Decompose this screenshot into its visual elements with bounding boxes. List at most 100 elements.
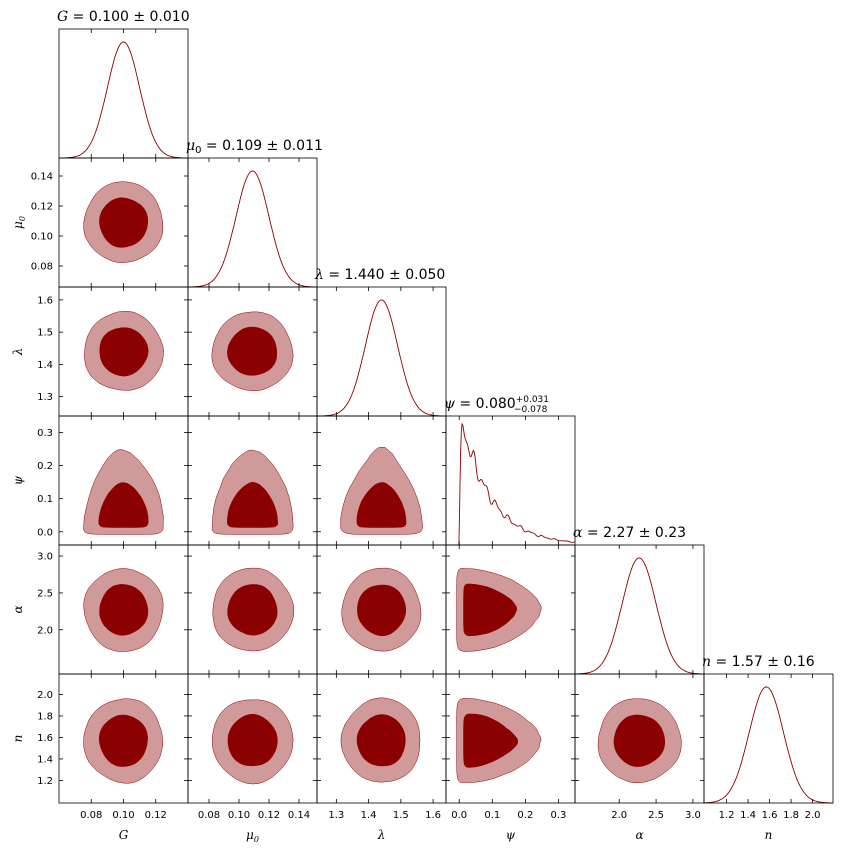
y-tick-label-psi: 0.0 — [37, 527, 53, 538]
y-tick-label-n: 2.0 — [37, 690, 53, 701]
panel-n-vs-n — [703, 673, 834, 804]
title-value: = 0.109 ± 0.011 — [201, 138, 322, 154]
x-tick-label-mu0: 0.12 — [258, 810, 280, 821]
x-tick-label-lambda: 1.4 — [361, 810, 377, 821]
panel-n-vs-alpha — [574, 673, 705, 804]
x-tick-label-n: 1.8 — [783, 810, 799, 821]
panel-n-vs-psi — [445, 673, 576, 804]
contour-68-mu0-G — [99, 197, 149, 248]
contour-68-n-mu0 — [227, 713, 278, 767]
y-tick-label-n: 1.4 — [37, 754, 53, 765]
y-tick-label-n: 1.2 — [37, 776, 53, 787]
contour-68-psi-G — [98, 482, 149, 528]
y-tick-label-mu0: 0.12 — [31, 202, 53, 213]
y-tick-label-lambda: 1.4 — [37, 360, 53, 371]
y-tick-label-n: 1.6 — [37, 733, 53, 744]
title-symbol: G — [57, 9, 68, 25]
x-tick-label-lambda: 1.5 — [393, 810, 409, 821]
x-tick-label-lambda: 1.6 — [425, 810, 441, 821]
y-tick-label-lambda: 1.6 — [37, 295, 53, 306]
panel-n-vs-lambda — [316, 673, 447, 804]
x-tick-label-mu0: 0.14 — [288, 810, 310, 821]
title-symbol: n — [702, 654, 711, 670]
x-tick-label-G: 0.12 — [145, 810, 167, 821]
y-tick-label-lambda: 1.3 — [37, 392, 53, 403]
x-axis-label-alpha: α — [635, 828, 643, 842]
contour-68-n-psi — [463, 713, 519, 768]
y-tick-label-psi: 0.2 — [37, 461, 53, 472]
title-subscript: −0.078 — [514, 405, 548, 415]
title-symbol: λ — [314, 267, 324, 283]
panel-alpha-vs-lambda — [316, 544, 447, 675]
title-symbol: α — [573, 525, 583, 541]
y-tick-label-n: 1.8 — [37, 711, 53, 722]
x-tick-label-mu0: 0.10 — [228, 810, 250, 821]
y-tick-label-alpha: 3.0 — [37, 552, 53, 563]
title-psi: ψ = 0.080+0.031 −0.078 — [444, 395, 549, 415]
x-tick-label-G: 0.08 — [80, 810, 102, 821]
title-sub: 0 — [195, 145, 201, 156]
marginal-G-curve — [59, 41, 188, 159]
contour-68-lambda-G — [99, 327, 149, 377]
x-tick-label-alpha: 3.0 — [685, 810, 701, 821]
title-symbol: ψ — [444, 396, 456, 412]
panel-lambda-vs-mu0 — [187, 286, 318, 417]
panel-frame — [58, 28, 189, 159]
x-axis-label-n: n — [765, 828, 773, 842]
marginal-mu0-curve — [188, 170, 317, 288]
title-value: = 2.27 ± 0.23 — [582, 525, 686, 541]
y-tick-label-mu0: 0.08 — [31, 262, 53, 273]
x-tick-label-psi: 0.2 — [517, 810, 533, 821]
panel-psi-vs-lambda — [316, 415, 447, 546]
panel-alpha-vs-mu0 — [187, 544, 318, 675]
panel-frame — [187, 157, 318, 288]
x-tick-label-G: 0.10 — [112, 810, 134, 821]
y-tick-label-alpha: 2.0 — [37, 625, 53, 636]
x-tick-label-mu0: 0.08 — [198, 810, 220, 821]
contour-68-psi-mu0 — [226, 481, 279, 528]
marginal-alpha-curve — [575, 557, 704, 675]
title-mu0: μ0 = 0.109 ± 0.011 — [186, 138, 323, 156]
title-sup: +0.031 — [516, 395, 549, 405]
y-axis-label-lambda: λ — [11, 348, 25, 357]
x-axis-label-mu0: μ0 — [246, 828, 259, 844]
panel-mu0-vs-mu0 — [187, 157, 318, 288]
x-tick-label-psi: 0.0 — [451, 810, 467, 821]
title-lambda: λ = 1.440 ± 0.050 — [314, 267, 445, 283]
panel-n-vs-G — [58, 673, 189, 804]
title-value: = 1.57 ± 0.16 — [711, 654, 815, 670]
x-tick-label-alpha: 2.5 — [648, 810, 664, 821]
contour-68-alpha-G — [99, 584, 149, 636]
contour-68-n-alpha — [613, 714, 666, 767]
panel-frame — [316, 286, 447, 417]
contour-68-n-lambda — [356, 714, 406, 767]
title-value: = 0.080 — [455, 396, 516, 412]
panel-frame — [574, 544, 705, 675]
y-tick-label-mu0: 0.14 — [31, 172, 53, 183]
marginal-lambda-curve — [317, 299, 446, 417]
y-tick-label-alpha: 2.5 — [37, 588, 53, 599]
x-axis-label-sub: 0 — [254, 835, 259, 844]
panel-alpha-vs-alpha — [574, 544, 705, 675]
panel-frame — [445, 415, 576, 546]
panel-lambda-vs-lambda — [316, 286, 447, 417]
contour-68-alpha-psi — [463, 583, 518, 637]
x-axis-label-lambda: λ — [377, 828, 386, 842]
y-axis-label-n: n — [11, 735, 25, 743]
marginal-n-curve — [704, 686, 833, 804]
x-tick-label-psi: 0.1 — [484, 810, 500, 821]
title-G: G = 0.100 ± 0.010 — [57, 9, 190, 25]
x-tick-label-n: 2.0 — [805, 810, 821, 821]
y-tick-label-psi: 0.3 — [37, 428, 53, 439]
y-tick-label-mu0: 0.10 — [31, 232, 53, 243]
panel-mu0-vs-G — [58, 157, 189, 288]
x-tick-label-psi: 0.3 — [551, 810, 567, 821]
title-value: = 1.440 ± 0.050 — [324, 267, 445, 283]
panel-alpha-vs-G — [58, 544, 189, 675]
x-axis-label-G: G — [119, 828, 129, 842]
y-axis-label-alpha: α — [11, 605, 25, 613]
panel-psi-vs-psi — [445, 415, 576, 546]
x-axis-label-psi: ψ — [506, 828, 516, 842]
panel-psi-vs-G — [58, 415, 189, 546]
